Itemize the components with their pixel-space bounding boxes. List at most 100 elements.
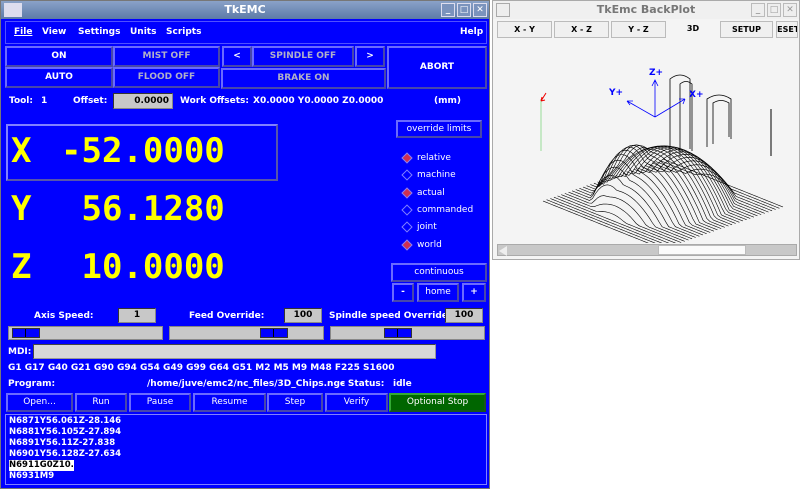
axis-speed-slider[interactable] [8, 326, 163, 340]
backplot-title-bar: TkEmc BackPlot _ □ ✕ [493, 1, 799, 19]
mdi-label: MDI: [8, 347, 32, 357]
radio-diamond-icon [401, 238, 413, 251]
program-line: N6871Y56.061Z-28.146 [9, 416, 122, 426]
horizontal-scrollbar[interactable] [497, 244, 797, 256]
toolpath-line [655, 161, 776, 210]
abort-button[interactable]: ABORT [387, 46, 487, 89]
coord-radio-relative[interactable]: relative [401, 152, 451, 164]
program-path: /home/juve/emc2/nc_files/3D_Chips.ngc [147, 379, 346, 389]
program-line: N6891Y56.11Z-27.838 [9, 438, 116, 448]
close-icon[interactable]: ✕ [473, 3, 487, 17]
toolpath-line [601, 145, 722, 229]
menu-bar: File View Settings Units Scripts Help [5, 21, 487, 44]
flood-button[interactable]: FLOOD OFF [113, 67, 220, 88]
status-label: - Status: [341, 379, 385, 389]
coord-radio-world[interactable]: world [401, 238, 442, 251]
tab-3d[interactable]: 3D [686, 24, 700, 33]
override-limits-button[interactable]: override limits [396, 120, 482, 138]
toolpath-line [604, 147, 725, 228]
mdi-input[interactable] [33, 344, 436, 359]
dro-y-axis: Y [11, 189, 32, 229]
coord-radio-commanded[interactable]: commanded [401, 204, 473, 216]
home-button[interactable]: home [417, 283, 459, 302]
jog-plus-button[interactable]: + [462, 283, 486, 302]
on-button[interactable]: ON [5, 46, 113, 67]
offset-value: 0.0000 [113, 93, 173, 109]
feed-override-slider[interactable] [169, 326, 324, 340]
radio-diamond-icon [401, 186, 413, 199]
dro-x-box [6, 124, 278, 181]
coord-radio-machine[interactable]: machine [401, 169, 456, 181]
maximize-icon[interactable]: □ [767, 3, 781, 17]
spindle-button[interactable]: SPINDLE OFF [252, 46, 354, 67]
offset-label: Offset: [73, 96, 108, 106]
run-button[interactable]: Run [75, 393, 127, 412]
menu-settings[interactable]: Settings [78, 27, 121, 37]
work-offsets-label: Work Offsets: [180, 96, 250, 106]
program-text-area[interactable]: N6871Y56.061Z-28.146 N6881Y56.105Z-27.894… [5, 414, 487, 485]
program-line: N6881Y56.105Z-27.894 [9, 427, 122, 437]
radio-diamond-icon [401, 204, 413, 216]
menu-file[interactable]: File [14, 27, 33, 37]
toolpath-line [546, 199, 656, 243]
menu-units[interactable]: Units [130, 27, 157, 37]
open-button[interactable]: Open... [6, 393, 73, 412]
step-button[interactable]: Step [267, 393, 323, 412]
spindle-increase-button[interactable]: > [355, 46, 385, 67]
optional-stop-button[interactable]: Optional Stop [389, 393, 486, 412]
slider-thumb[interactable] [260, 328, 289, 338]
tab-x-z[interactable]: X - Z [554, 21, 609, 38]
menu-view[interactable]: View [42, 27, 67, 37]
minimize-icon[interactable]: _ [751, 3, 765, 17]
toolpath-line [571, 174, 693, 240]
menu-help[interactable]: Help [460, 27, 484, 37]
scroll-left-arrow-icon[interactable] [499, 246, 507, 256]
brake-button[interactable]: BRAKE ON [221, 68, 386, 89]
backplot-window: TkEmc BackPlot _ □ ✕ X - Y X - Z Y - Z 3… [492, 0, 800, 260]
spindle-override-slider[interactable] [330, 326, 485, 340]
backplot-title: TkEmc BackPlot [596, 3, 696, 16]
axis-speed-value: 1 [118, 308, 156, 323]
mist-button[interactable]: MIST OFF [113, 46, 220, 67]
jog-minus-button[interactable]: - [392, 283, 414, 302]
toolpath-line [662, 158, 784, 208]
spindle-decrease-button[interactable]: < [222, 46, 252, 67]
coord-radio-actual[interactable]: actual [401, 186, 445, 199]
toolpath-line [561, 194, 682, 243]
toolpath-line [557, 195, 677, 243]
close-icon[interactable]: ✕ [783, 3, 797, 17]
spindle-override-label: Spindle speed Override: [329, 311, 452, 321]
dro-x-value: -52.0000 [61, 131, 225, 171]
slider-thumb[interactable] [12, 328, 41, 338]
jog-mode-button[interactable]: continuous [391, 263, 487, 282]
resume-button[interactable]: Resume [193, 393, 266, 412]
window-menu-icon[interactable] [4, 3, 22, 17]
reset-button[interactable]: RESET [776, 21, 798, 38]
toolpath-line [622, 145, 744, 222]
feed-override-label: Feed Override: [189, 311, 265, 321]
slider-thumb[interactable] [384, 328, 413, 338]
menu-scripts[interactable]: Scripts [166, 27, 202, 37]
tab-y-z[interactable]: Y - Z [611, 21, 666, 38]
verify-button[interactable]: Verify [325, 393, 388, 412]
radio-label: joint [417, 222, 437, 233]
coord-radio-joint[interactable]: joint [401, 221, 437, 233]
minimize-icon[interactable]: _ [441, 3, 455, 17]
radio-label: relative [417, 153, 451, 163]
tab-x-y[interactable]: X - Y [497, 21, 552, 38]
window-menu-icon[interactable] [496, 3, 510, 17]
setup-button[interactable]: SETUP [720, 21, 773, 38]
dro-z-value: 10.0000 [61, 247, 225, 287]
red-axis-arrow-icon [540, 92, 547, 102]
toolpath-line [644, 156, 765, 214]
axis-label-z: Z+ [649, 68, 663, 78]
toolpath-line [651, 162, 773, 212]
toolpath-plunge [669, 74, 732, 159]
maximize-icon[interactable]: □ [457, 3, 471, 17]
auto-button[interactable]: AUTO [5, 67, 113, 88]
scrollbar-thumb[interactable] [658, 245, 746, 255]
backplot-canvas[interactable]: Z+ Y+ X+ [495, 39, 799, 243]
program-line: N6901Y56.128Z-27.634 [9, 449, 122, 459]
status-value: idle [393, 379, 412, 389]
pause-button[interactable]: Pause [129, 393, 191, 412]
